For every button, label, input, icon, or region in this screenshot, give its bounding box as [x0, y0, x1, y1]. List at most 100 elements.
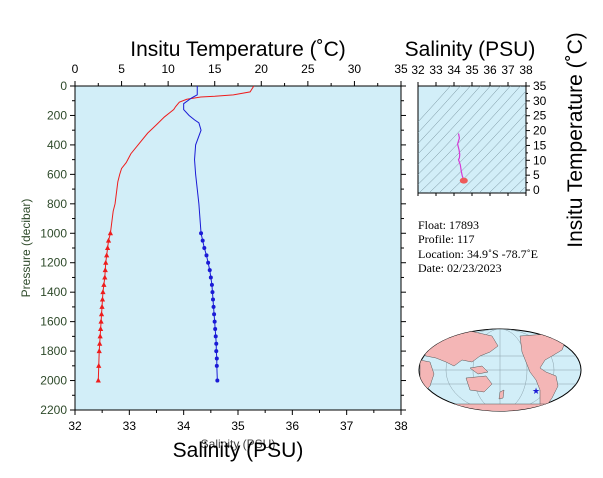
salinity-point: [202, 246, 207, 250]
pressure-tick-label: 1800: [40, 344, 67, 358]
density-contour: [428, 90, 526, 193]
date: Date: 02/23/2023: [418, 261, 502, 275]
density-contour: [418, 86, 491, 165]
ts-temperature-tick-label: 15: [533, 138, 547, 152]
temperature-point: [100, 289, 106, 295]
map-se-asia: [469, 365, 489, 375]
salinity-point: [212, 312, 217, 317]
salinity-tick-label: 38: [394, 419, 408, 433]
salinity-tick-label: 34: [177, 419, 191, 433]
temperature-point: [95, 377, 101, 383]
map-greenland: [555, 329, 575, 343]
ts-salinity-tick-label: 38: [519, 63, 533, 77]
ts-temperature-tick-label: 35: [533, 79, 547, 93]
ts-temperature-tick-label: 30: [533, 94, 547, 108]
world-map: ★: [418, 328, 582, 412]
temperature-axis-title: Insitu Temperature (˚C): [130, 38, 346, 61]
ts-salinity-tick-label: 35: [465, 63, 479, 77]
temperature-tick-label: 25: [301, 62, 315, 76]
ts-salinity-tick-label: 34: [447, 63, 461, 77]
pressure-tick-label: 0: [60, 79, 67, 93]
density-contour: [418, 86, 521, 193]
ts-salinity-tick-label: 33: [429, 63, 443, 77]
pressure-tick-label: 1400: [40, 285, 67, 299]
temperature-axis-ticks: 0 5 10 15 20 25 30 35: [72, 62, 408, 86]
temperature-point: [98, 326, 104, 331]
ts-salinity-tick-label: 37: [501, 63, 515, 77]
salinity-point: [211, 297, 216, 302]
salinity-tick-label: 32: [68, 419, 82, 433]
temperature-tick-label: 35: [394, 62, 408, 76]
salinity-tick-label: 36: [286, 419, 300, 433]
temperature-point: [107, 230, 113, 236]
temperature-tick-label: 0: [72, 62, 79, 76]
salinity-point: [204, 253, 209, 258]
pressure-tick-label: 800: [47, 197, 67, 211]
main-plot: Insitu Temperature (˚C) 0 5 10 15 20 25 30 35 3…: [19, 38, 408, 462]
ts-temperature-tick-label: 10: [533, 153, 547, 167]
temperature-tick-label: 5: [118, 62, 125, 76]
map-antarctica: [419, 403, 581, 411]
density-contour: [508, 176, 526, 193]
ts-temperature-tick-label: 0: [533, 183, 540, 197]
ts-deep-cluster: [459, 177, 468, 184]
temperature-point: [104, 252, 110, 258]
temperature-point: [98, 311, 105, 317]
pressure-tick-label: 200: [47, 108, 67, 122]
temperature-point: [105, 245, 111, 250]
temperature-tick-label: 20: [255, 62, 269, 76]
salinity-point: [199, 231, 204, 236]
ts-salinity-tick-label: 32: [411, 63, 425, 77]
salinity-point: [209, 282, 214, 287]
salinity-point: [206, 260, 211, 265]
salinity-point: [213, 334, 218, 339]
map-australia: [465, 375, 493, 393]
float-id: Float: 17893: [418, 218, 479, 232]
temperature-point: [101, 281, 107, 287]
ts-panel: Salinity (PSU) 32 33 34 35 36 37 38 0510152025…: [405, 32, 587, 248]
temperature-point: [97, 340, 103, 346]
float-position-marker: ★: [532, 386, 540, 396]
ts-salinity-tick-label: 36: [483, 63, 497, 77]
temperature-point: [102, 267, 108, 273]
temperature-tick-label: 30: [348, 62, 362, 76]
salinity-point: [212, 319, 217, 324]
temperature-point: [98, 318, 104, 324]
density-contour: [518, 185, 526, 193]
temperature-tick-label: 10: [161, 62, 175, 76]
salinity-axis-title-small: Salinity (PSU): [201, 437, 276, 451]
salinity-point: [214, 349, 219, 354]
main-series: [95, 85, 255, 383]
temperature-tick-label: 15: [208, 62, 222, 76]
density-contour: [418, 86, 461, 134]
salinity-point: [214, 363, 219, 368]
main-plot-area: [74, 85, 402, 411]
density-contour: [418, 86, 451, 123]
density-contour: [498, 166, 526, 193]
temperature-point: [97, 333, 103, 339]
temperature-point: [96, 362, 102, 368]
ts-curve: [456, 133, 468, 184]
pressure-tick-label: 1600: [40, 315, 67, 329]
density-contour: [418, 86, 471, 144]
ts-temperature-tick-label: 5: [533, 168, 540, 182]
ts-salinity-ticks: 32 33 34 35 36 37 38: [411, 63, 533, 196]
salinity-point: [215, 378, 220, 383]
ts-panel-title: Salinity (PSU): [405, 38, 536, 61]
density-contour: [418, 86, 501, 175]
location: Location: 34.9˚S -78.7˚E: [418, 247, 538, 261]
salinity-point: [207, 268, 212, 273]
salinity-point: [211, 304, 216, 309]
density-contour: [448, 112, 526, 193]
map-americas: [519, 333, 567, 409]
ts-temperature-tick-label: 20: [533, 124, 547, 138]
temperature-point: [99, 296, 106, 302]
temperature-point: [99, 303, 105, 309]
salinity-point: [208, 275, 213, 280]
density-contour: [418, 86, 481, 155]
map-new-zealand: [498, 389, 505, 400]
salinity-point: [210, 290, 215, 295]
salinity-tick-label: 37: [340, 419, 354, 433]
pressure-tick-label: 2000: [40, 374, 67, 388]
